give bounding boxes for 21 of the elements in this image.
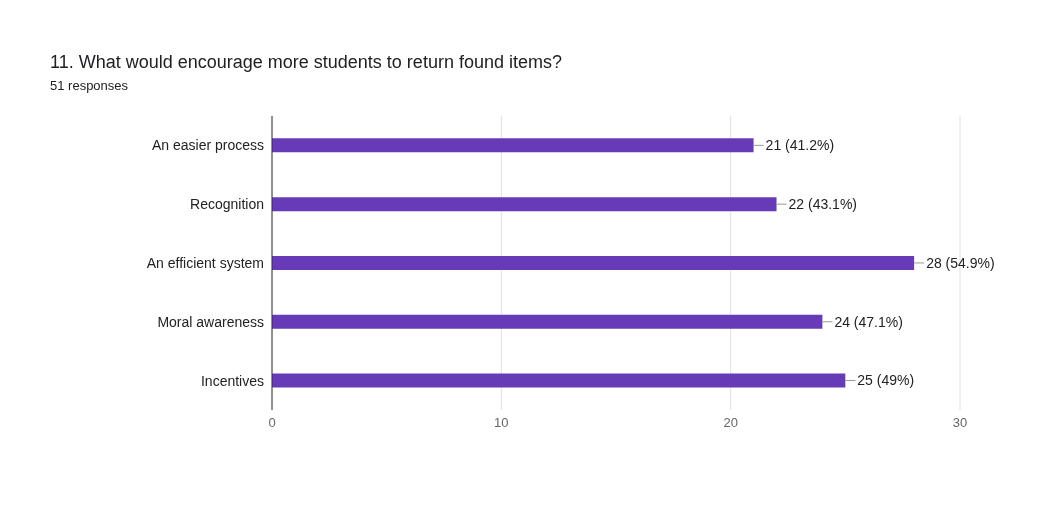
text: 51 responses [50,78,130,95]
data-label: 22 (43.1%) [788,196,858,213]
data-label: 21 (41.2%) [765,137,835,154]
bar [272,373,846,388]
y-tick-label: Recognition [190,196,264,213]
x-tick-label: 20 [723,415,738,431]
data-label: 28 (54.9%) [926,254,995,271]
y-tick-label: Incentives [200,372,264,389]
data-label: 25 (49%) [857,372,915,389]
data-label: 24 (47.1%) [834,313,903,330]
x-tick-label: 0 [268,415,276,431]
bar [272,197,777,212]
bar [272,255,915,270]
bar [272,314,823,329]
y-tick-label: Moral awareness [157,313,264,330]
chart-title: 11. What would encourage more students to return found items? [50,52,563,74]
x-tick-label: 10 [494,415,509,431]
y-tick-label: An efficient system [146,254,264,271]
bar [272,138,754,153]
x-tick-label: 30 [952,415,968,431]
y-tick-label: An easier process [151,137,264,154]
